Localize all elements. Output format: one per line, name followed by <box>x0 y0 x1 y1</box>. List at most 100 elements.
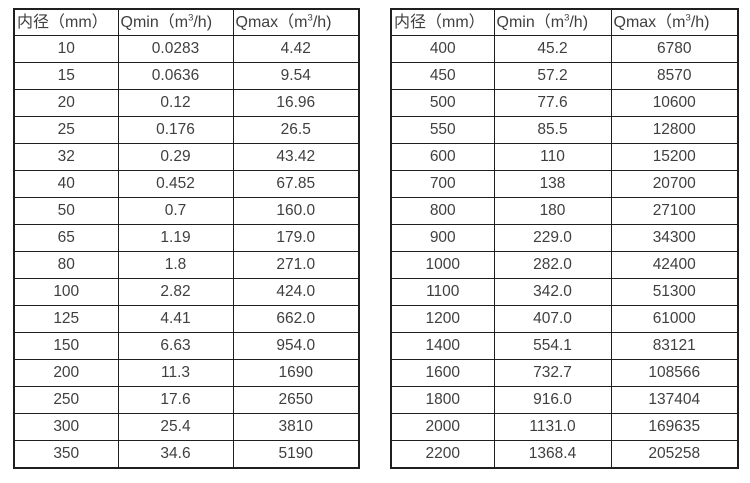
table-row: 20 0.12 16.96 <box>13 89 360 117</box>
table-row: 600 110 15200 <box>390 143 739 171</box>
cell-qmax: 61000 <box>610 305 739 333</box>
cell-qmin: 110 <box>493 143 612 171</box>
cell-diameter: 10 <box>13 35 119 63</box>
cell-diameter: 1000 <box>390 251 495 279</box>
cubic-meter-superscript: 3 <box>307 12 313 24</box>
cell-qmin: 180 <box>493 197 612 225</box>
cell-qmin: 6.63 <box>117 332 234 360</box>
cell-diameter: 400 <box>390 35 495 63</box>
cell-diameter: 25 <box>13 116 119 144</box>
cell-qmin: 1368.4 <box>493 440 612 469</box>
cell-qmax: 1690 <box>232 359 360 387</box>
cell-qmax: 5190 <box>232 440 360 469</box>
cell-diameter: 1200 <box>390 305 495 333</box>
cell-qmin: 57.2 <box>493 62 612 90</box>
table-row: 150 6.63 954.0 <box>13 332 360 360</box>
column-header-diameter: 内径（mm） <box>13 8 119 36</box>
cell-diameter: 1800 <box>390 386 495 414</box>
cell-diameter: 15 <box>13 62 119 90</box>
cell-qmin: 554.1 <box>493 332 612 360</box>
cell-diameter: 900 <box>390 224 495 252</box>
cell-qmax: 6780 <box>610 35 739 63</box>
table-row: 15 0.0636 9.54 <box>13 62 360 90</box>
table-row: 10 0.0283 4.42 <box>13 35 360 63</box>
cell-diameter: 300 <box>13 413 119 441</box>
cell-diameter: 65 <box>13 224 119 252</box>
table-row: 500 77.6 10600 <box>390 89 739 117</box>
flow-table-small-diameters: 内径（mm） Qmin（m3/h) Qmax（m3/h) 10 0.0283 4.42 15… <box>13 8 360 469</box>
cell-diameter: 450 <box>390 62 495 90</box>
cell-qmin: 1131.0 <box>493 413 612 441</box>
table-row: 1400 554.1 83121 <box>390 332 739 360</box>
cell-qmax: 108566 <box>610 359 739 387</box>
cell-qmin: 0.452 <box>117 170 234 198</box>
cell-diameter: 80 <box>13 251 119 279</box>
table-row: 550 85.5 12800 <box>390 116 739 144</box>
flow-table-large-diameters: 内径（mm） Qmin（m3/h) Qmax（m3/h) 400 45.2 6780 450… <box>390 8 739 469</box>
cell-diameter: 40 <box>13 170 119 198</box>
header-row: 内径（mm） Qmin（m3/h) Qmax（m3/h) <box>13 8 360 36</box>
cell-qmin: 34.6 <box>117 440 234 469</box>
table-row: 40 0.452 67.85 <box>13 170 360 198</box>
cell-qmax: 271.0 <box>232 251 360 279</box>
cell-qmax: 43.42 <box>232 143 360 171</box>
cell-qmin: 138 <box>493 170 612 198</box>
cell-diameter: 2000 <box>390 413 495 441</box>
table-row: 1800 916.0 137404 <box>390 386 739 414</box>
cell-qmin: 25.4 <box>117 413 234 441</box>
table-row: 80 1.8 271.0 <box>13 251 360 279</box>
cubic-meter-superscript: 3 <box>564 12 570 24</box>
cell-qmin: 342.0 <box>493 278 612 306</box>
cell-diameter: 125 <box>13 305 119 333</box>
table-row: 100 2.82 424.0 <box>13 278 360 306</box>
cell-diameter: 1600 <box>390 359 495 387</box>
cell-qmax: 205258 <box>610 440 739 469</box>
table-row: 200 11.3 1690 <box>13 359 360 387</box>
cell-qmin: 229.0 <box>493 224 612 252</box>
column-header-qmax: Qmax（m3/h) <box>232 8 360 36</box>
table-row: 50 0.7 160.0 <box>13 197 360 225</box>
cell-qmin: 17.6 <box>117 386 234 414</box>
cell-qmax: 954.0 <box>232 332 360 360</box>
cell-qmin: 11.3 <box>117 359 234 387</box>
cell-qmax: 662.0 <box>232 305 360 333</box>
cell-qmax: 42400 <box>610 251 739 279</box>
cell-qmin: 85.5 <box>493 116 612 144</box>
cell-diameter: 600 <box>390 143 495 171</box>
cell-qmax: 34300 <box>610 224 739 252</box>
cell-diameter: 32 <box>13 143 119 171</box>
cell-qmin: 407.0 <box>493 305 612 333</box>
cell-qmax: 20700 <box>610 170 739 198</box>
cell-qmin: 0.0283 <box>117 35 234 63</box>
cell-qmin: 732.7 <box>493 359 612 387</box>
cell-qmin: 1.8 <box>117 251 234 279</box>
table-row: 300 25.4 3810 <box>13 413 360 441</box>
cell-diameter: 350 <box>13 440 119 469</box>
column-header-diameter: 内径（mm） <box>390 8 495 36</box>
cell-qmin: 0.176 <box>117 116 234 144</box>
cell-qmin: 1.19 <box>117 224 234 252</box>
column-header-qmin: Qmin（m3/h) <box>493 8 612 36</box>
cell-diameter: 500 <box>390 89 495 117</box>
cell-qmin: 282.0 <box>493 251 612 279</box>
cell-diameter: 100 <box>13 278 119 306</box>
cell-qmax: 179.0 <box>232 224 360 252</box>
table-row: 700 138 20700 <box>390 170 739 198</box>
cell-qmax: 83121 <box>610 332 739 360</box>
cell-diameter: 150 <box>13 332 119 360</box>
table-row: 1100 342.0 51300 <box>390 278 739 306</box>
cell-qmin: 77.6 <box>493 89 612 117</box>
table-row: 450 57.2 8570 <box>390 62 739 90</box>
cell-qmax: 9.54 <box>232 62 360 90</box>
cell-qmax: 4.42 <box>232 35 360 63</box>
cell-qmin: 0.29 <box>117 143 234 171</box>
cell-diameter: 200 <box>13 359 119 387</box>
column-header-qmax: Qmax（m3/h) <box>610 8 739 36</box>
cell-diameter: 800 <box>390 197 495 225</box>
cell-diameter: 20 <box>13 89 119 117</box>
cell-diameter: 1100 <box>390 278 495 306</box>
cell-diameter: 50 <box>13 197 119 225</box>
cubic-meter-superscript: 3 <box>188 12 194 24</box>
table-row: 32 0.29 43.42 <box>13 143 360 171</box>
